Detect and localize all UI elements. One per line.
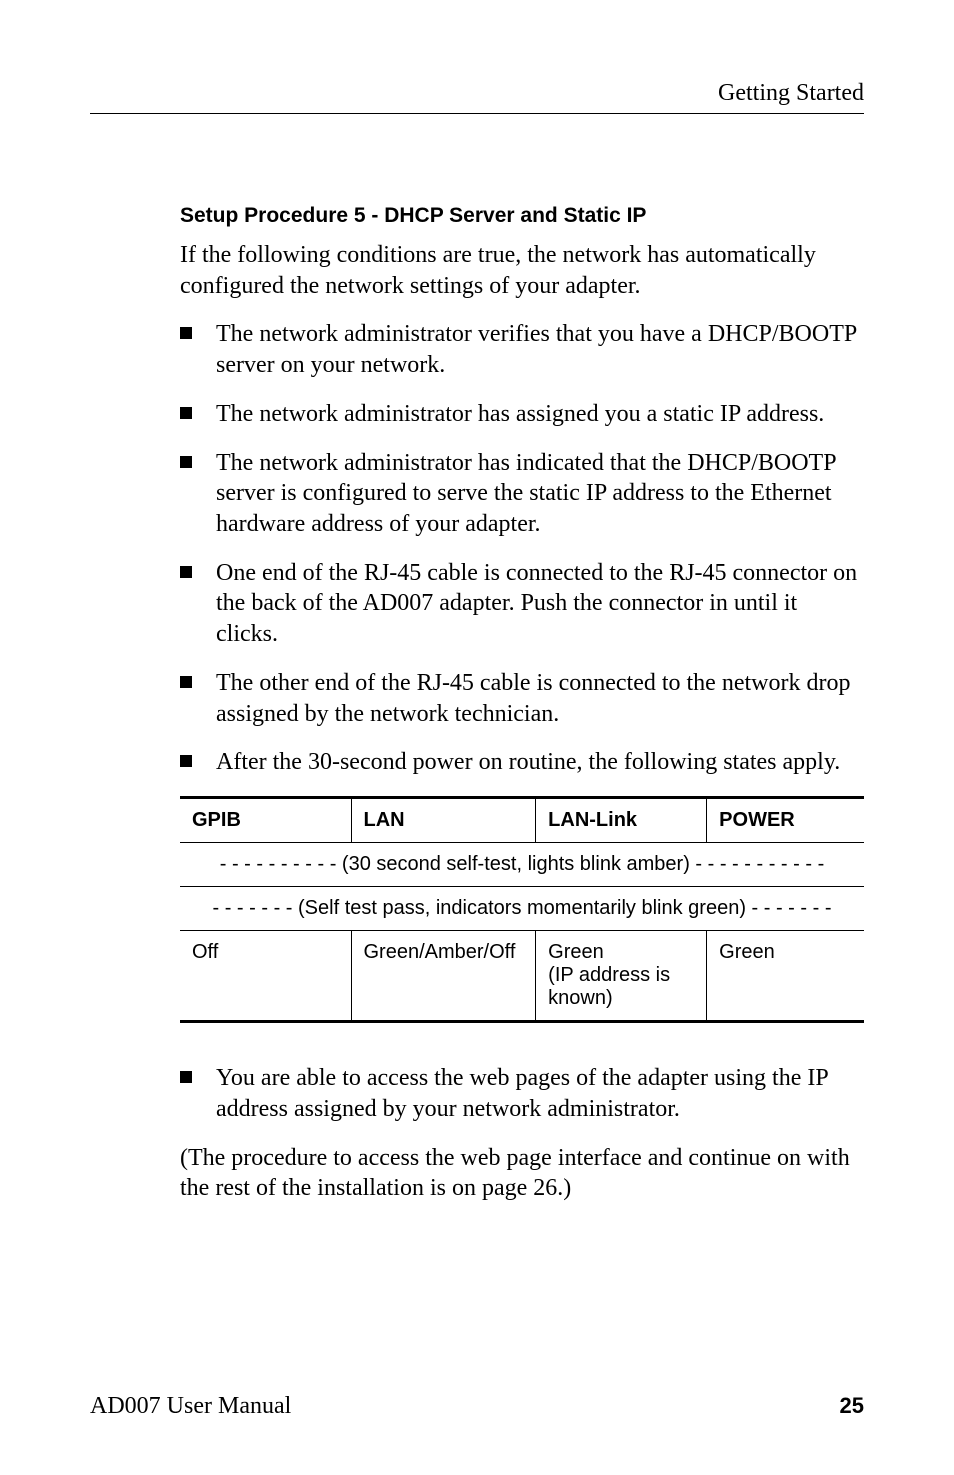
page-header: Getting Started	[90, 80, 864, 114]
list-item-text: You are able to access the web pages of …	[216, 1065, 828, 1122]
bullet-square-icon	[180, 456, 192, 468]
bullet-square-icon	[180, 755, 192, 767]
col-header-lanlink: LAN-Link	[536, 798, 707, 843]
chapter-title: Getting Started	[90, 80, 864, 107]
list-item: You are able to access the web pages of …	[180, 1063, 864, 1124]
list-item-text: The network administrator verifies that …	[216, 321, 856, 378]
led-status-table: GPIB LAN LAN-Link POWER - - - - - - - - …	[180, 796, 864, 1023]
cell-gpib: Off	[180, 931, 351, 1022]
bullet-square-icon	[180, 566, 192, 578]
list-item: The other end of the RJ-45 cable is conn…	[180, 668, 864, 729]
table-label-row-selftest: - - - - - - - - - - (30 second self-test…	[180, 843, 864, 887]
list-item: After the 30-second power on routine, th…	[180, 747, 864, 778]
cell-power: Green	[707, 931, 864, 1022]
list-item-text: The network administrator has indicated …	[216, 450, 836, 537]
col-header-power: POWER	[707, 798, 864, 843]
cell-lan: Green/Amber/Off	[351, 931, 536, 1022]
closing-paragraph: (The procedure to access the web page in…	[180, 1143, 864, 1204]
page-footer: AD007 User Manual 25	[90, 1393, 864, 1420]
col-header-lan: LAN	[351, 798, 536, 843]
list-item-text: The other end of the RJ-45 cable is conn…	[216, 670, 850, 727]
result-list: You are able to access the web pages of …	[180, 1063, 864, 1124]
list-item: The network administrator has indicated …	[180, 448, 864, 540]
intro-paragraph: If the following conditions are true, th…	[180, 240, 864, 301]
col-header-gpib: GPIB	[180, 798, 351, 843]
table-data-row: Off Green/Amber/Off Green (IP address is…	[180, 931, 864, 1022]
table-label-pass: - - - - - - - (Self test pass, indicator…	[180, 887, 864, 931]
table-label-row-pass: - - - - - - - (Self test pass, indicator…	[180, 887, 864, 931]
table-header-row: GPIB LAN LAN-Link POWER	[180, 798, 864, 843]
list-item: One end of the RJ-45 cable is connected …	[180, 558, 864, 650]
list-item-text: The network administrator has assigned y…	[216, 401, 824, 427]
bullet-square-icon	[180, 327, 192, 339]
list-item-text: One end of the RJ-45 cable is connected …	[216, 560, 857, 647]
conditions-list: The network administrator verifies that …	[180, 319, 864, 778]
bullet-square-icon	[180, 1071, 192, 1083]
section-heading: Setup Procedure 5 - DHCP Server and Stat…	[180, 204, 864, 228]
bullet-square-icon	[180, 407, 192, 419]
footer-page-number: 25	[840, 1393, 864, 1419]
cell-lanlink: Green (IP address is known)	[536, 931, 707, 1022]
list-item-text: After the 30-second power on routine, th…	[216, 749, 840, 775]
list-item: The network administrator has assigned y…	[180, 399, 864, 430]
table-label-selftest: - - - - - - - - - - (30 second self-test…	[180, 843, 864, 887]
footer-manual-name: AD007 User Manual	[90, 1393, 291, 1420]
list-item: The network administrator verifies that …	[180, 319, 864, 380]
bullet-square-icon	[180, 676, 192, 688]
